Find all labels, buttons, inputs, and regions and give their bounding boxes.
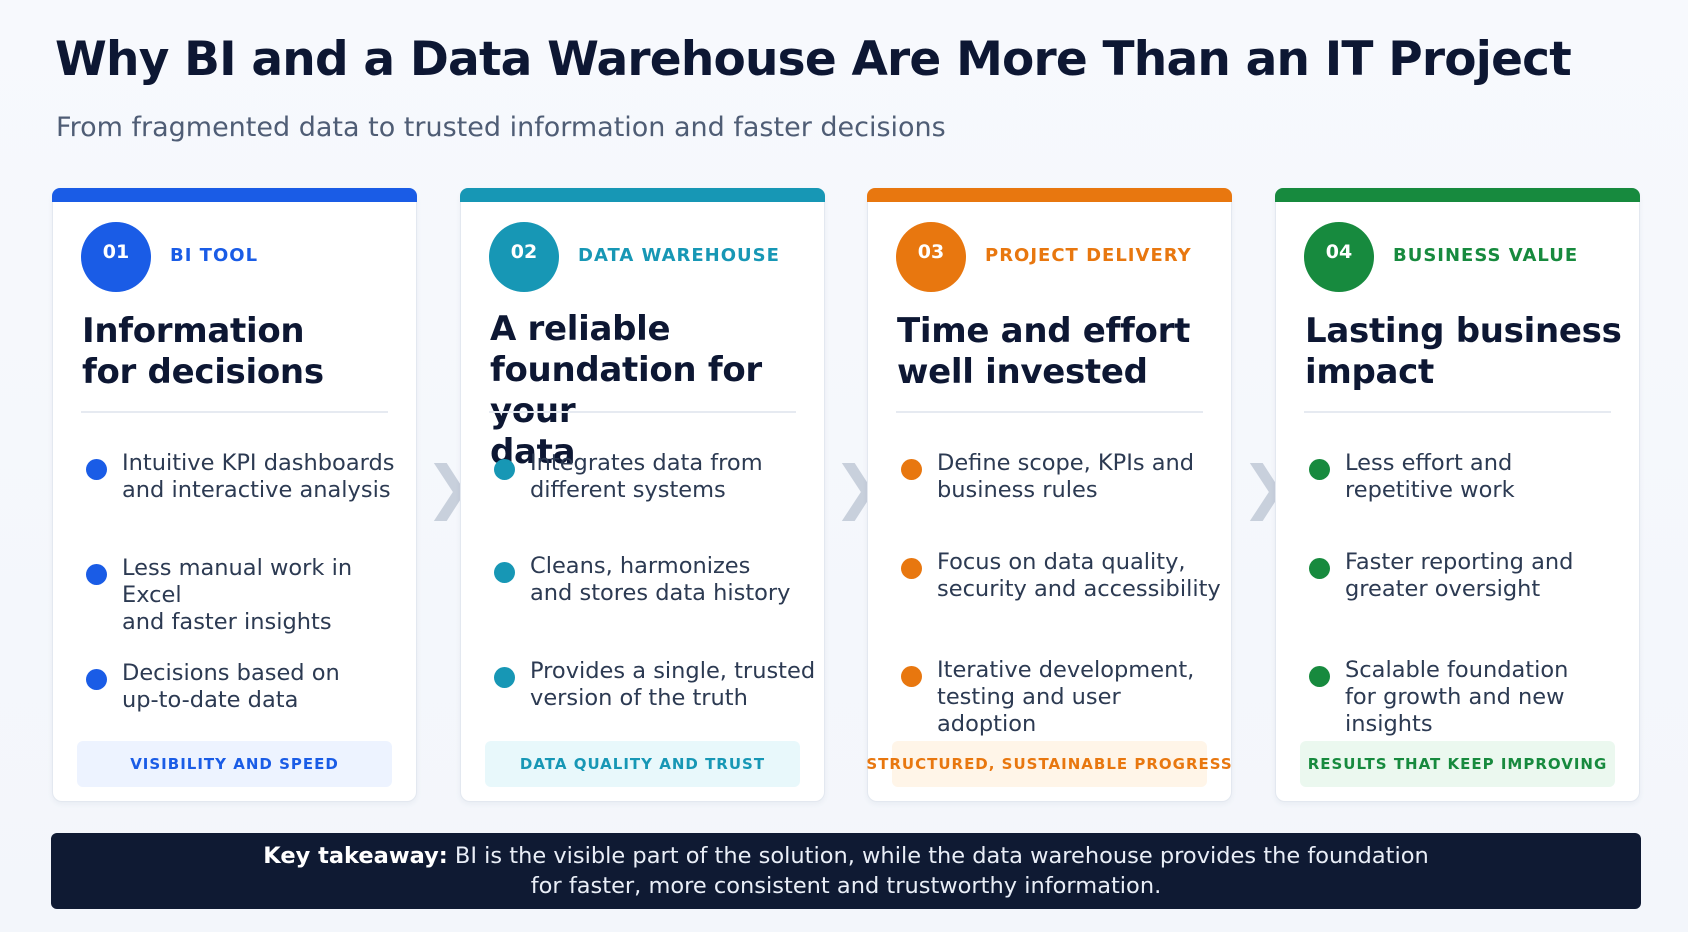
- card-footer-badge: RESULTS THAT KEEP IMPROVING: [1300, 741, 1615, 787]
- bullet-dot-icon: [901, 666, 922, 687]
- card-project-delivery: 03 PROJECT DELIVERY Time and effort well…: [866, 188, 1232, 802]
- bullet-dot-icon: [86, 669, 107, 690]
- bullet-dot-icon: [1309, 666, 1330, 687]
- page-title: Why BI and a Data Warehouse Are More Tha…: [55, 32, 1572, 87]
- key-takeaway-banner: Key takeaway: BI is the visible part of …: [51, 833, 1641, 909]
- card-tag: BUSINESS VALUE: [1393, 245, 1579, 266]
- card-tag: DATA WAREHOUSE: [578, 245, 780, 266]
- card-footer-badge: VISIBILITY AND SPEED: [77, 741, 392, 787]
- step-number-badge: 01: [81, 222, 151, 292]
- card-divider: [489, 411, 796, 413]
- bullet-dot-icon: [1309, 459, 1330, 480]
- card-tag: PROJECT DELIVERY: [985, 245, 1192, 266]
- card-divider: [1304, 411, 1611, 413]
- card-accent-bar: [1275, 188, 1640, 202]
- bullet-dot-icon: [901, 459, 922, 480]
- card-heading: A reliable foundation for your data: [490, 309, 762, 472]
- card-bi-tool: 01 BI TOOL Information for decisions Int…: [52, 188, 417, 802]
- page-subtitle: From fragmented data to trusted informat…: [56, 112, 946, 143]
- card-footer-badge: STRUCTURED, SUSTAINABLE PROGRESS: [866, 741, 1232, 787]
- bullet-dot-icon: [901, 558, 922, 579]
- card-footer-badge: DATA QUALITY AND TRUST: [485, 741, 800, 787]
- takeaway-line-2: for faster, more consistent and trustwor…: [530, 873, 1162, 899]
- step-number-badge: 04: [1304, 222, 1374, 292]
- card-tag: BI TOOL: [170, 245, 259, 266]
- card-heading: Information for decisions: [82, 311, 324, 392]
- bullet-dot-icon: [494, 562, 515, 583]
- step-number-badge: 03: [896, 222, 966, 292]
- card-accent-bar: [867, 188, 1232, 202]
- card-heading: Lasting business impact: [1305, 311, 1622, 392]
- card-data-warehouse: 02 DATA WAREHOUSE A reliable foundation …: [460, 188, 825, 802]
- takeaway-line-1: Key takeaway: BI is the visible part of …: [263, 841, 1428, 871]
- bullet-dot-icon: [86, 564, 107, 585]
- card-heading: Time and effort well invested: [897, 311, 1191, 392]
- card-accent-bar: [460, 188, 825, 202]
- card-accent-bar: [52, 188, 417, 202]
- card-divider: [81, 411, 388, 413]
- bullet-dot-icon: [494, 459, 515, 480]
- bullet-dot-icon: [494, 667, 515, 688]
- step-number-badge: 02: [489, 222, 559, 292]
- takeaway-label: Key takeaway:: [263, 843, 448, 869]
- bullet-dot-icon: [1309, 558, 1330, 579]
- bullet-dot-icon: [86, 459, 107, 480]
- card-business-value: 04 BUSINESS VALUE Lasting business impac…: [1275, 188, 1640, 802]
- card-divider: [896, 411, 1203, 413]
- takeaway-text-1: BI is the visible part of the solution, …: [454, 843, 1429, 869]
